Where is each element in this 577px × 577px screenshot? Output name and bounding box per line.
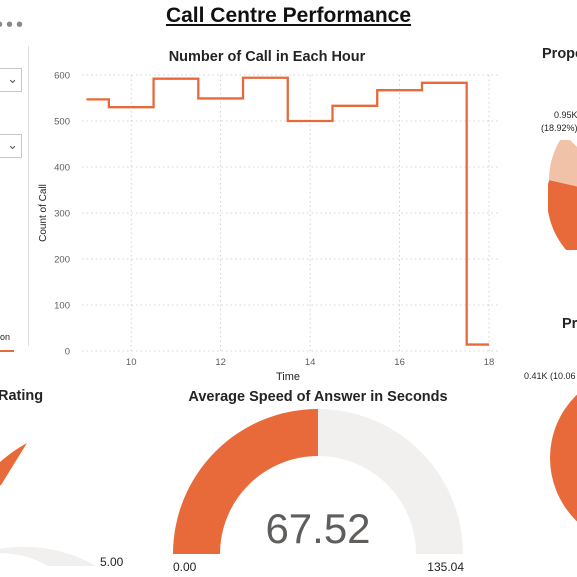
filter-dropdown-2[interactable]: ⌄ [0,134,22,158]
gauge-title: Average Speed of Answer in Seconds [188,389,447,405]
right-top-data-label-value: 0.95K [554,110,577,120]
y-axis-ticks: 0 100 200 300 400 500 600 [54,71,70,358]
x-tick-label: 18 [484,357,495,368]
right-top-pie [548,140,577,250]
y-tick-label: 400 [54,163,70,174]
right-mid-card-title: Pr [562,316,577,332]
y-axis-label: Count of Call [38,184,49,242]
right-top-data-label-pct: (18.92%) [541,123,577,133]
x-tick-label: 14 [305,357,316,368]
gauge-value: 67.52 [265,505,370,552]
filter-dropdown-1[interactable]: ⌄ [0,68,22,92]
right-mid-pie [550,394,577,522]
gauge-max-label: 135.04 [427,560,464,574]
left-gauge [0,443,96,566]
gauge-min-label: 0.00 [173,560,197,574]
left-gauge-max-label: 5.00 [100,555,124,569]
legend-fragment: on [0,332,11,342]
x-axis-ticks: 10 12 14 16 18 [126,357,494,368]
chevron-down-icon: ⌄ [7,71,18,86]
right-top-card-title: Propo [542,46,577,62]
pie-slice-major [550,394,577,522]
x-axis-label: Time [276,371,300,383]
gauge-fill [173,409,318,554]
gauge-track [0,546,96,566]
y-tick-label: 100 [54,301,70,312]
calls-per-hour-chart: Number of Call in Each Hour 0 100 200 300 40… [38,49,498,383]
x-tick-label: 16 [394,357,405,368]
y-tick-label: 200 [54,255,70,266]
pie-slice-major [548,180,577,250]
avg-speed-gauge: Average Speed of Answer in Seconds 67.52… [173,389,464,574]
more-options-icon[interactable]: ••• [0,14,27,36]
x-tick-label: 10 [126,357,137,368]
y-tick-label: 0 [65,347,70,358]
page-title: Call Centre Performance [165,4,412,27]
chart-grid [82,74,498,352]
filter-pane [0,46,29,346]
gauge-fill [0,443,27,486]
right-mid-data-label: 0.41K (10.06 [524,371,576,381]
legend-line-swatch [0,350,14,352]
chart-title: Number of Call in Each Hour [169,49,366,65]
chevron-down-icon: ⌄ [7,137,18,152]
y-tick-label: 600 [54,71,70,82]
calls-series-line [86,76,490,346]
pie-slice-minor [549,140,577,187]
y-tick-label: 300 [54,209,70,220]
x-tick-label: 12 [215,357,226,368]
y-tick-label: 500 [54,117,70,128]
left-gauge-title: Rating [0,388,44,404]
